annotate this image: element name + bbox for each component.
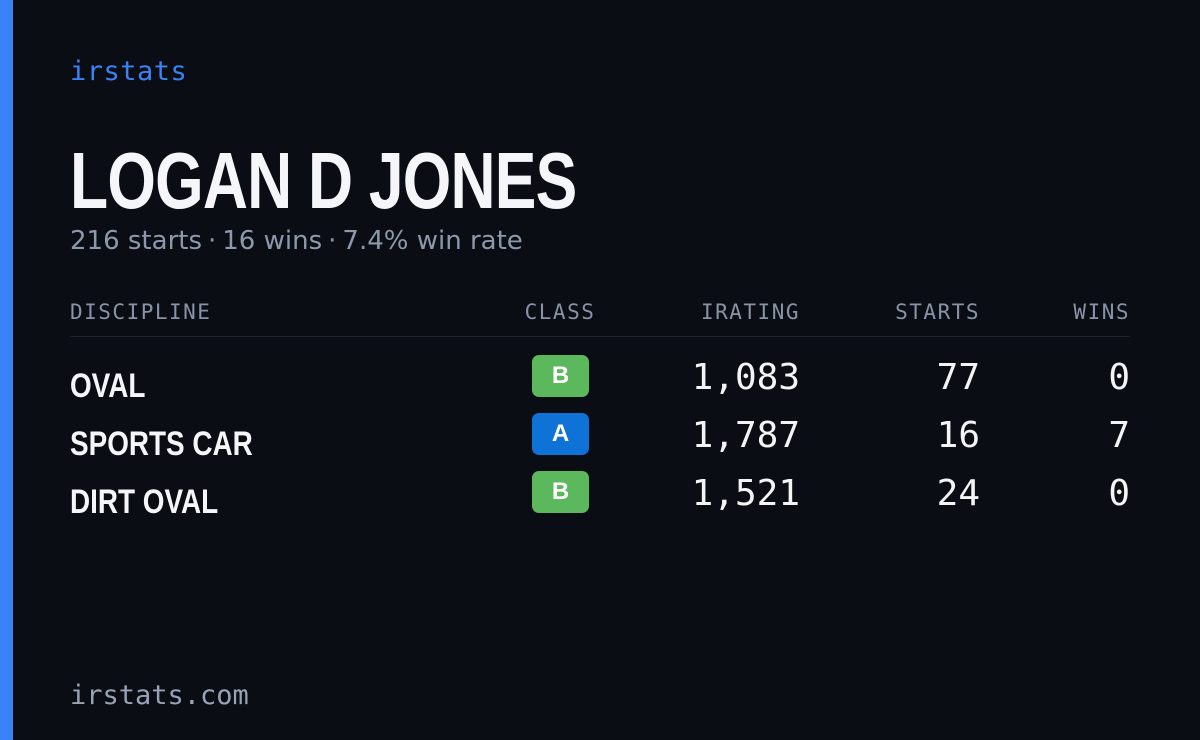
class-badge: B <box>532 471 589 513</box>
brand-logo: irstats <box>70 56 188 87</box>
accent-bar <box>0 0 13 740</box>
discipline-name: SPORTS CAR <box>70 425 253 463</box>
starts-value: 77 <box>936 357 980 398</box>
wins-value: 0 <box>1108 473 1130 514</box>
table-header: DISCIPLINE CLASS IRATING STARTS WINS <box>70 296 1130 337</box>
table-row: SPORTS CAR A 1,787 16 7 <box>70 409 1130 467</box>
winrate-summary: 7.4% win rate <box>342 226 523 256</box>
starts-value: 24 <box>936 473 980 514</box>
starts-summary: 216 starts <box>70 226 202 256</box>
header-wins: WINS <box>1073 300 1130 324</box>
class-badge: A <box>532 413 589 455</box>
irating-value: 1,083 <box>691 357 800 398</box>
wins-summary: 16 wins <box>222 226 323 256</box>
footer-url[interactable]: irstats.com <box>70 680 249 711</box>
header-class: CLASS <box>524 300 596 324</box>
separator: · <box>328 226 337 256</box>
irating-value: 1,787 <box>691 415 800 456</box>
wins-value: 7 <box>1108 415 1130 456</box>
discipline-name: DIRT OVAL <box>70 483 219 521</box>
starts-value: 16 <box>936 415 980 456</box>
class-badge: B <box>532 355 589 397</box>
header-discipline: DISCIPLINE <box>70 300 212 324</box>
driver-name: LOGAN D JONES <box>70 136 577 225</box>
driver-summary: 216 starts · 16 wins · 7.4% win rate <box>70 226 523 256</box>
separator: · <box>208 226 217 256</box>
table-body: OVAL B 1,083 77 0 SPORTS CAR A 1,787 16 … <box>70 337 1130 525</box>
discipline-name: OVAL <box>70 367 146 405</box>
irating-value: 1,521 <box>691 473 800 514</box>
header-irating: IRATING <box>700 300 800 324</box>
table-row: DIRT OVAL B 1,521 24 0 <box>70 467 1130 525</box>
header-starts: STARTS <box>895 300 980 324</box>
wins-value: 0 <box>1108 357 1130 398</box>
discipline-table: DISCIPLINE CLASS IRATING STARTS WINS OVA… <box>70 296 1130 525</box>
table-row: OVAL B 1,083 77 0 <box>70 351 1130 409</box>
